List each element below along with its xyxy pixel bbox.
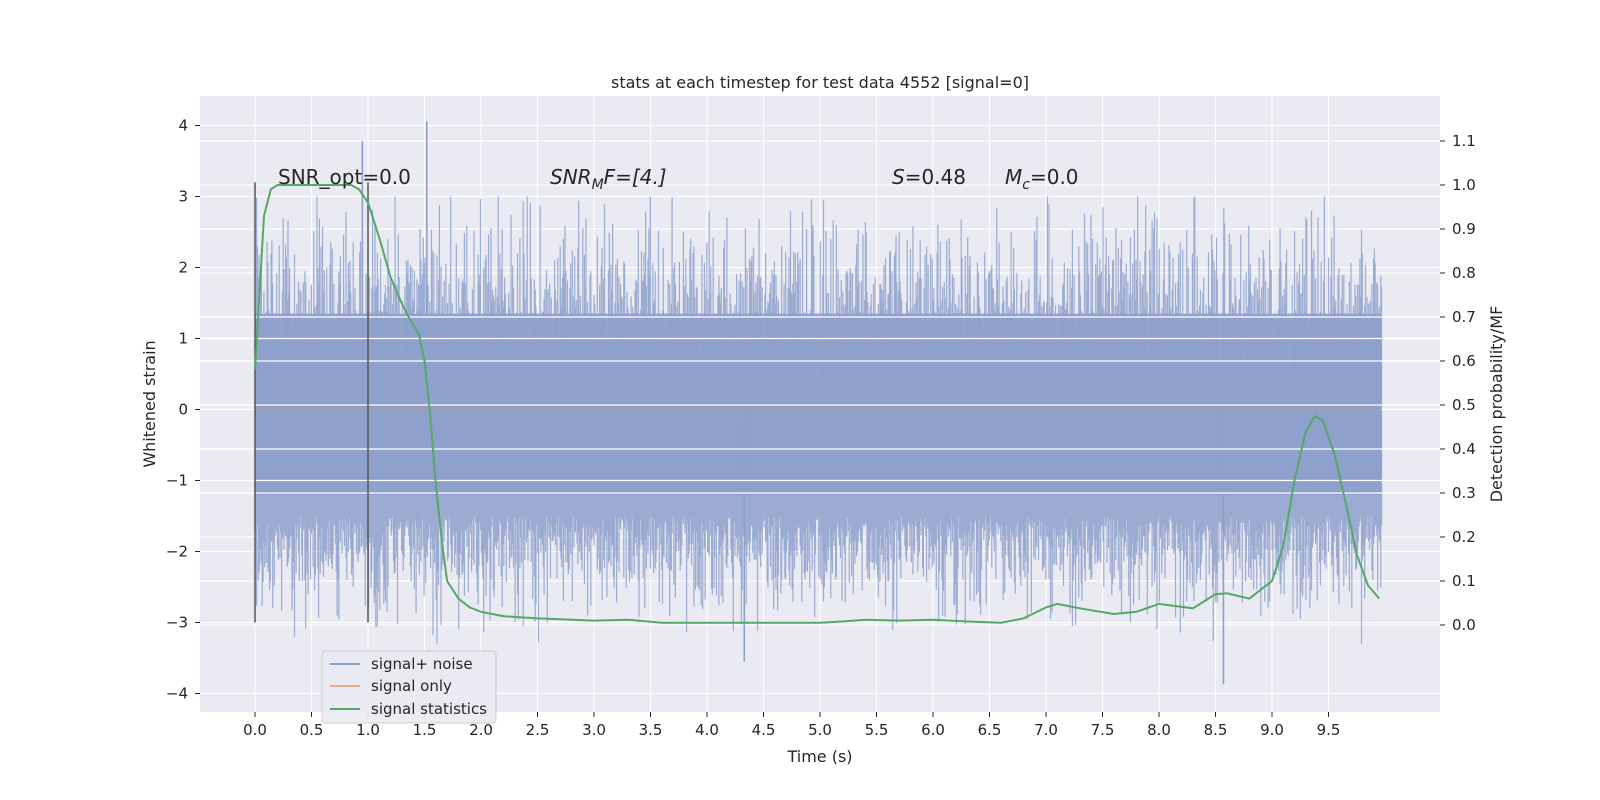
y-tick-label-left: 1 bbox=[178, 330, 188, 348]
x-tick-label: 6.5 bbox=[978, 721, 1002, 739]
x-tick-label: 4.5 bbox=[752, 721, 776, 739]
legend: signal+ noise signal only signal statist… bbox=[321, 650, 497, 724]
y-tick-label-right: 0.8 bbox=[1452, 264, 1476, 282]
y-axis-right: 1.1 1.0 0.9 0.8 0.7 0.6 0.5 0.4 0.3 0.2 0.1 0.0 bbox=[1440, 132, 1476, 634]
y-tick-label-right: 0.3 bbox=[1452, 484, 1476, 502]
y-tick-label-left: 3 bbox=[178, 188, 188, 206]
chart-title: stats at each timestep for test data 455… bbox=[611, 73, 1029, 92]
annotation-mc: Mc=0.0 bbox=[1005, 165, 1079, 193]
legend-box bbox=[321, 650, 497, 724]
annotation-snr-mf: SNRMF=[4.] bbox=[550, 165, 667, 193]
x-axis-label: Time (s) bbox=[786, 747, 852, 766]
line-layer bbox=[254, 182, 1382, 624]
x-tick-label: 1.0 bbox=[356, 721, 380, 739]
legend-label-signal-noise: signal+ noise bbox=[371, 655, 473, 673]
x-tick-label: 2.5 bbox=[526, 721, 550, 739]
x-tick-label: 9.0 bbox=[1260, 721, 1284, 739]
x-axis: 0.0 0.5 1.0 1.5 2.0 2.5 3.0 3.5 4.0 4.5 5.0 5.5 6.0 6… bbox=[243, 712, 1340, 739]
y-tick-label-left: −2 bbox=[166, 543, 188, 561]
y-tick-label-left: −3 bbox=[166, 614, 188, 632]
mc-sub: c bbox=[1022, 177, 1030, 193]
x-tick-label: 2.0 bbox=[469, 721, 493, 739]
y-tick-label-right: 0.5 bbox=[1452, 396, 1476, 414]
y-tick-label-left: 4 bbox=[178, 117, 188, 135]
x-tick-label: 6.0 bbox=[921, 721, 945, 739]
y-axis-left: 4 3 2 1 0 −1 −2 −3 −4 bbox=[166, 117, 200, 703]
x-tick-label: 9.5 bbox=[1317, 721, 1341, 739]
y-axis-left-label: Whitened strain bbox=[140, 340, 159, 467]
y-tick-label-right: 0.9 bbox=[1452, 220, 1476, 238]
x-tick-label: 4.0 bbox=[695, 721, 719, 739]
snr-mf-suffix-italic: F=[4.] bbox=[604, 165, 667, 189]
y-tick-label-left: −4 bbox=[166, 685, 188, 703]
legend-label-signal-statistics: signal statistics bbox=[371, 700, 487, 718]
y-tick-label-left: 0 bbox=[178, 401, 188, 419]
s-prefix: S bbox=[892, 165, 905, 189]
y-tick-label-right: 0.2 bbox=[1452, 528, 1476, 546]
annotation-s: S=0.48 bbox=[892, 165, 966, 189]
x-tick-label: 7.0 bbox=[1034, 721, 1058, 739]
mc-suffix: =0.0 bbox=[1030, 165, 1079, 189]
s-suffix: =0.48 bbox=[905, 165, 966, 189]
y-tick-label-left: 2 bbox=[178, 259, 188, 277]
x-tick-label: 5.5 bbox=[865, 721, 889, 739]
y-tick-label-right: 0.1 bbox=[1452, 572, 1476, 590]
x-tick-label: 3.0 bbox=[582, 721, 606, 739]
x-tick-label: 7.5 bbox=[1091, 721, 1115, 739]
snr-mf-sub: M bbox=[592, 177, 604, 193]
noise-core-band bbox=[255, 313, 1382, 495]
y-tick-label-right: 0.4 bbox=[1452, 440, 1476, 458]
y-tick-label-right: 0.7 bbox=[1452, 308, 1476, 326]
x-tick-label: 1.5 bbox=[413, 721, 437, 739]
signal-statistics-line bbox=[254, 184, 1381, 624]
y-tick-label-right: 1.1 bbox=[1452, 132, 1476, 150]
y-tick-label-right: 1.0 bbox=[1452, 176, 1476, 194]
snr-mf-prefix: SNR bbox=[550, 165, 592, 189]
x-tick-label: 8.5 bbox=[1204, 721, 1228, 739]
x-tick-label: 5.0 bbox=[808, 721, 832, 739]
y-tick-label-right: 0.0 bbox=[1452, 616, 1476, 634]
y-tick-label-left: −1 bbox=[166, 472, 188, 490]
y-axis-right-label: Detection probability/MF bbox=[1487, 306, 1506, 503]
x-tick-label: 0.0 bbox=[243, 721, 267, 739]
legend-label-signal-only: signal only bbox=[371, 677, 452, 695]
x-tick-label: 8.0 bbox=[1147, 721, 1171, 739]
mc-prefix: M bbox=[1005, 165, 1022, 189]
y-tick-label-right: 0.6 bbox=[1452, 352, 1476, 370]
annotation-snr-opt: SNR_opt=0.0 bbox=[278, 165, 411, 189]
x-tick-label: 3.5 bbox=[639, 721, 663, 739]
x-tick-label: 0.5 bbox=[300, 721, 324, 739]
